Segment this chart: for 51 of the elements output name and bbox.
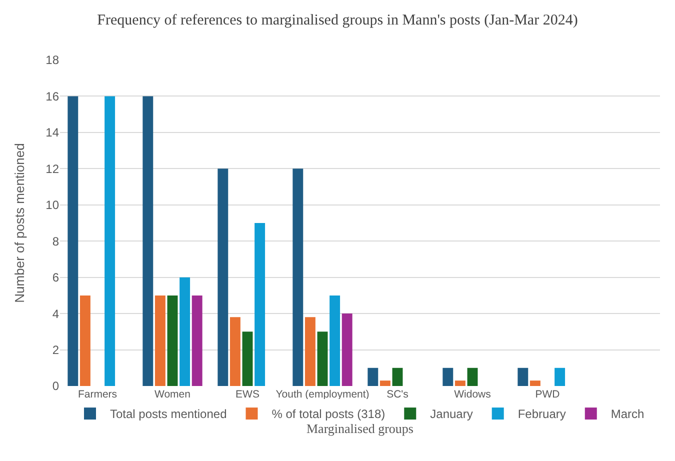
y-axis-title: Number of posts mentioned [12,143,27,303]
bar [442,368,454,386]
legend-label: February [518,407,566,422]
bar [192,295,202,386]
bar [68,96,78,386]
legend-label: January [430,407,473,422]
legend-label: March [610,407,644,422]
bar [292,168,304,386]
bar [330,295,340,386]
y-tick-label: 0 [52,379,60,394]
bar [230,317,240,386]
bar [254,223,266,386]
bar [380,380,390,386]
y-tick-label: 12 [46,162,60,176]
bar [392,368,403,386]
bar [368,368,378,386]
bar [180,277,190,386]
x-tick-label: Farmers [78,388,118,400]
bar [304,317,316,386]
y-tick-label: 4 [52,306,60,321]
y-tick-label: 14 [46,126,60,140]
bar [218,168,228,386]
x-axis-title: Marginalised groups [306,421,414,436]
bar [80,295,90,386]
bar [142,96,154,386]
bar [467,368,478,386]
bar [317,332,328,386]
bar [167,295,178,386]
y-tick-label: 18 [46,53,60,68]
bar [530,380,540,386]
x-tick-label: Youth (employment) [276,388,370,400]
bar [154,295,166,386]
y-tick-label: 2 [52,342,60,357]
x-tick-label: EWS [236,388,260,400]
x-tick-label: PWD [535,388,560,400]
x-tick-label: SC's [386,388,408,400]
y-tick-label: 8 [52,234,60,248]
legend-label: % of total posts (318) [272,407,386,422]
bar [342,314,352,386]
bar [518,368,528,386]
y-tick-label: 16 [46,89,60,104]
bar [554,368,566,386]
x-tick-label: Women [154,388,191,400]
y-tick-label: 6 [52,270,60,285]
bar [242,332,253,386]
legend-label: Total posts mentioned [110,407,227,422]
bar [104,96,116,386]
bar [454,380,466,386]
x-tick-label: Widows [454,388,491,400]
y-tick-label: 10 [46,198,60,212]
chart-title: Frequency of references to marginalised groups in Mann's posts (Jan-Mar 2024) [97,12,578,28]
